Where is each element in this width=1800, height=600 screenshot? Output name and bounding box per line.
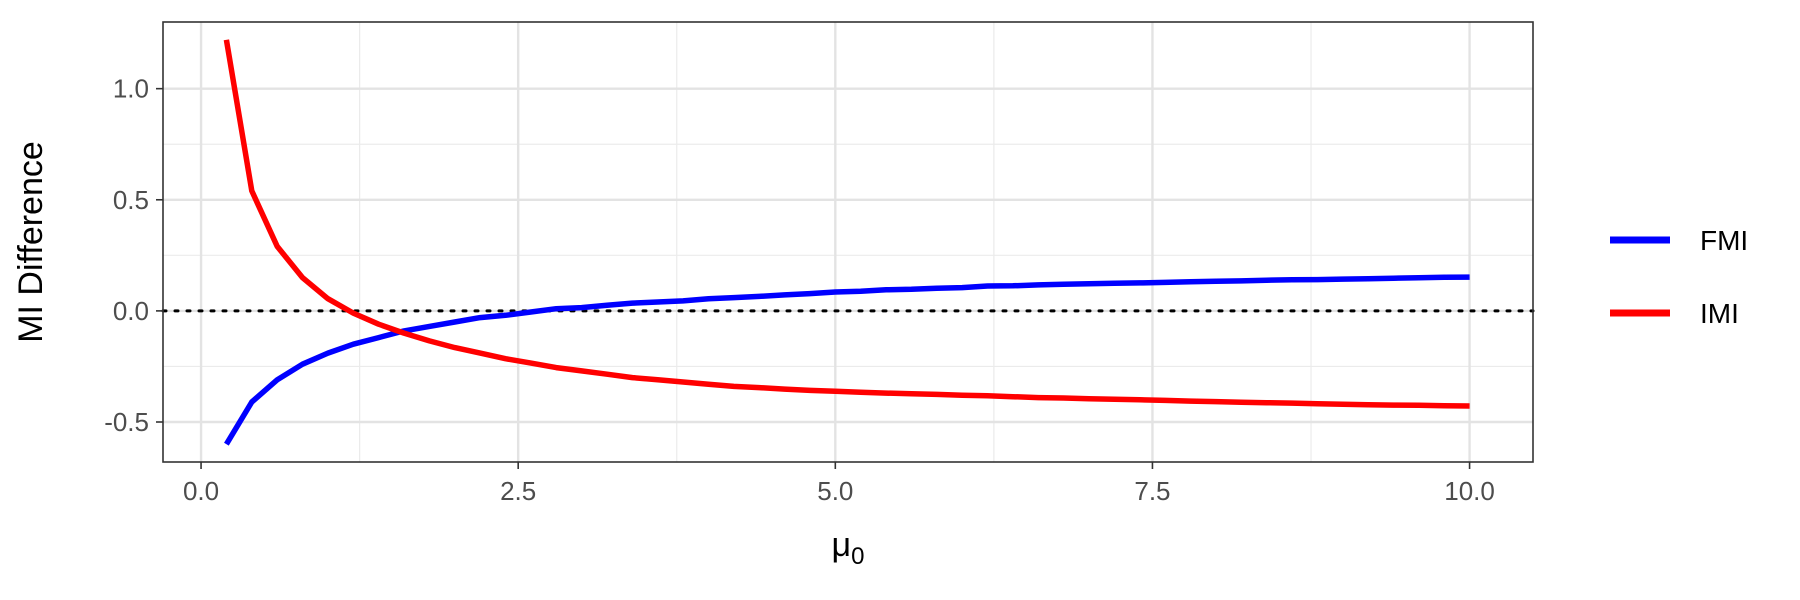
major-gridlines [163, 22, 1533, 462]
legend: FMI IMI [1610, 225, 1748, 329]
plot-panel-border [162, 21, 1534, 463]
y-axis: -0.5 0.0 0.5 1.0 [104, 74, 163, 437]
y-tick-label: 1.0 [113, 74, 149, 104]
x-axis-title: μ0 [832, 526, 865, 570]
y-tick-label: 0.0 [113, 296, 149, 326]
x-axis: 0.0 2.5 5.0 7.5 10.0 [183, 462, 1495, 506]
x-tick-label: 0.0 [183, 476, 219, 506]
x-tick-label: 7.5 [1134, 476, 1170, 506]
series-lines [223, 39, 1470, 446]
x-axis-title-subscript: 0 [851, 543, 864, 570]
x-axis-title-main: μ [832, 526, 852, 564]
legend-label-imi: IMI [1700, 298, 1739, 329]
minor-gridlines [163, 22, 1533, 462]
legend-label-fmi: FMI [1700, 225, 1748, 256]
x-tick-label: 10.0 [1444, 476, 1495, 506]
x-tick-label: 5.0 [817, 476, 853, 506]
series-line-imi [223, 39, 1470, 409]
x-tick-label: 2.5 [500, 476, 536, 506]
y-tick-label: 0.5 [113, 185, 149, 215]
y-axis-title: MI Difference [12, 141, 50, 343]
y-tick-label: -0.5 [104, 407, 149, 437]
series-line-fmi [224, 274, 1470, 446]
